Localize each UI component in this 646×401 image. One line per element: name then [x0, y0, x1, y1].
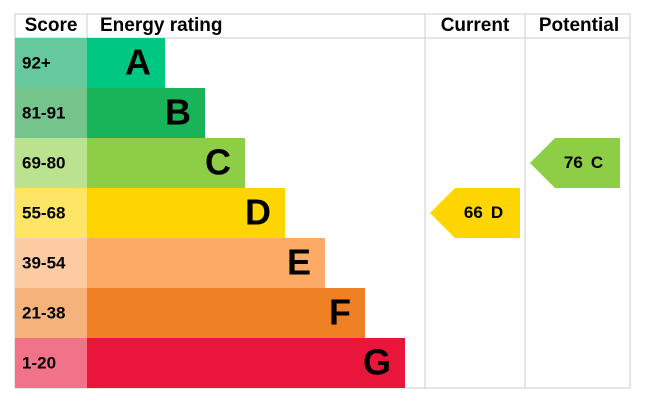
score-label: 92+ — [22, 53, 51, 72]
rating-letter: B — [165, 92, 191, 133]
current-label: 66 D — [464, 203, 503, 222]
rating-bar — [87, 288, 365, 338]
rating-bar — [87, 338, 405, 388]
header: Score — [25, 15, 78, 36]
rating-bar — [87, 88, 205, 138]
header: Energy rating — [100, 15, 222, 36]
score-cell — [15, 188, 87, 238]
rating-letter: C — [205, 142, 231, 183]
potential-value: 76 — [564, 153, 583, 172]
rating-letter: E — [287, 242, 311, 283]
header: Current — [441, 15, 510, 36]
rating-letter: G — [363, 342, 391, 383]
score-cell — [15, 88, 87, 138]
score-label: 55-68 — [22, 203, 65, 222]
rating-letter: A — [125, 42, 151, 83]
header: Potential — [539, 15, 619, 36]
score-label: 69-80 — [22, 153, 65, 172]
rating-letter: F — [329, 292, 351, 333]
current-letter: D — [491, 203, 503, 222]
score-label: 1-20 — [22, 353, 56, 372]
score-label: 39-54 — [22, 253, 66, 272]
score-label: 21-38 — [22, 303, 65, 322]
rating-bar — [87, 238, 325, 288]
score-cell — [15, 238, 87, 288]
score-cell — [15, 138, 87, 188]
score-label: 81-91 — [22, 103, 65, 122]
potential-letter: C — [591, 153, 603, 172]
potential-arrow — [530, 138, 620, 188]
rating-bar — [87, 188, 285, 238]
potential-label: 76 C — [564, 153, 603, 172]
rating-bar — [87, 138, 245, 188]
score-cell — [15, 338, 87, 388]
current-arrow — [430, 188, 520, 238]
score-cell — [15, 288, 87, 338]
rating-letter: D — [245, 192, 271, 233]
current-value: 66 — [464, 203, 483, 222]
rating-bar — [87, 38, 165, 88]
score-cell — [15, 38, 87, 88]
